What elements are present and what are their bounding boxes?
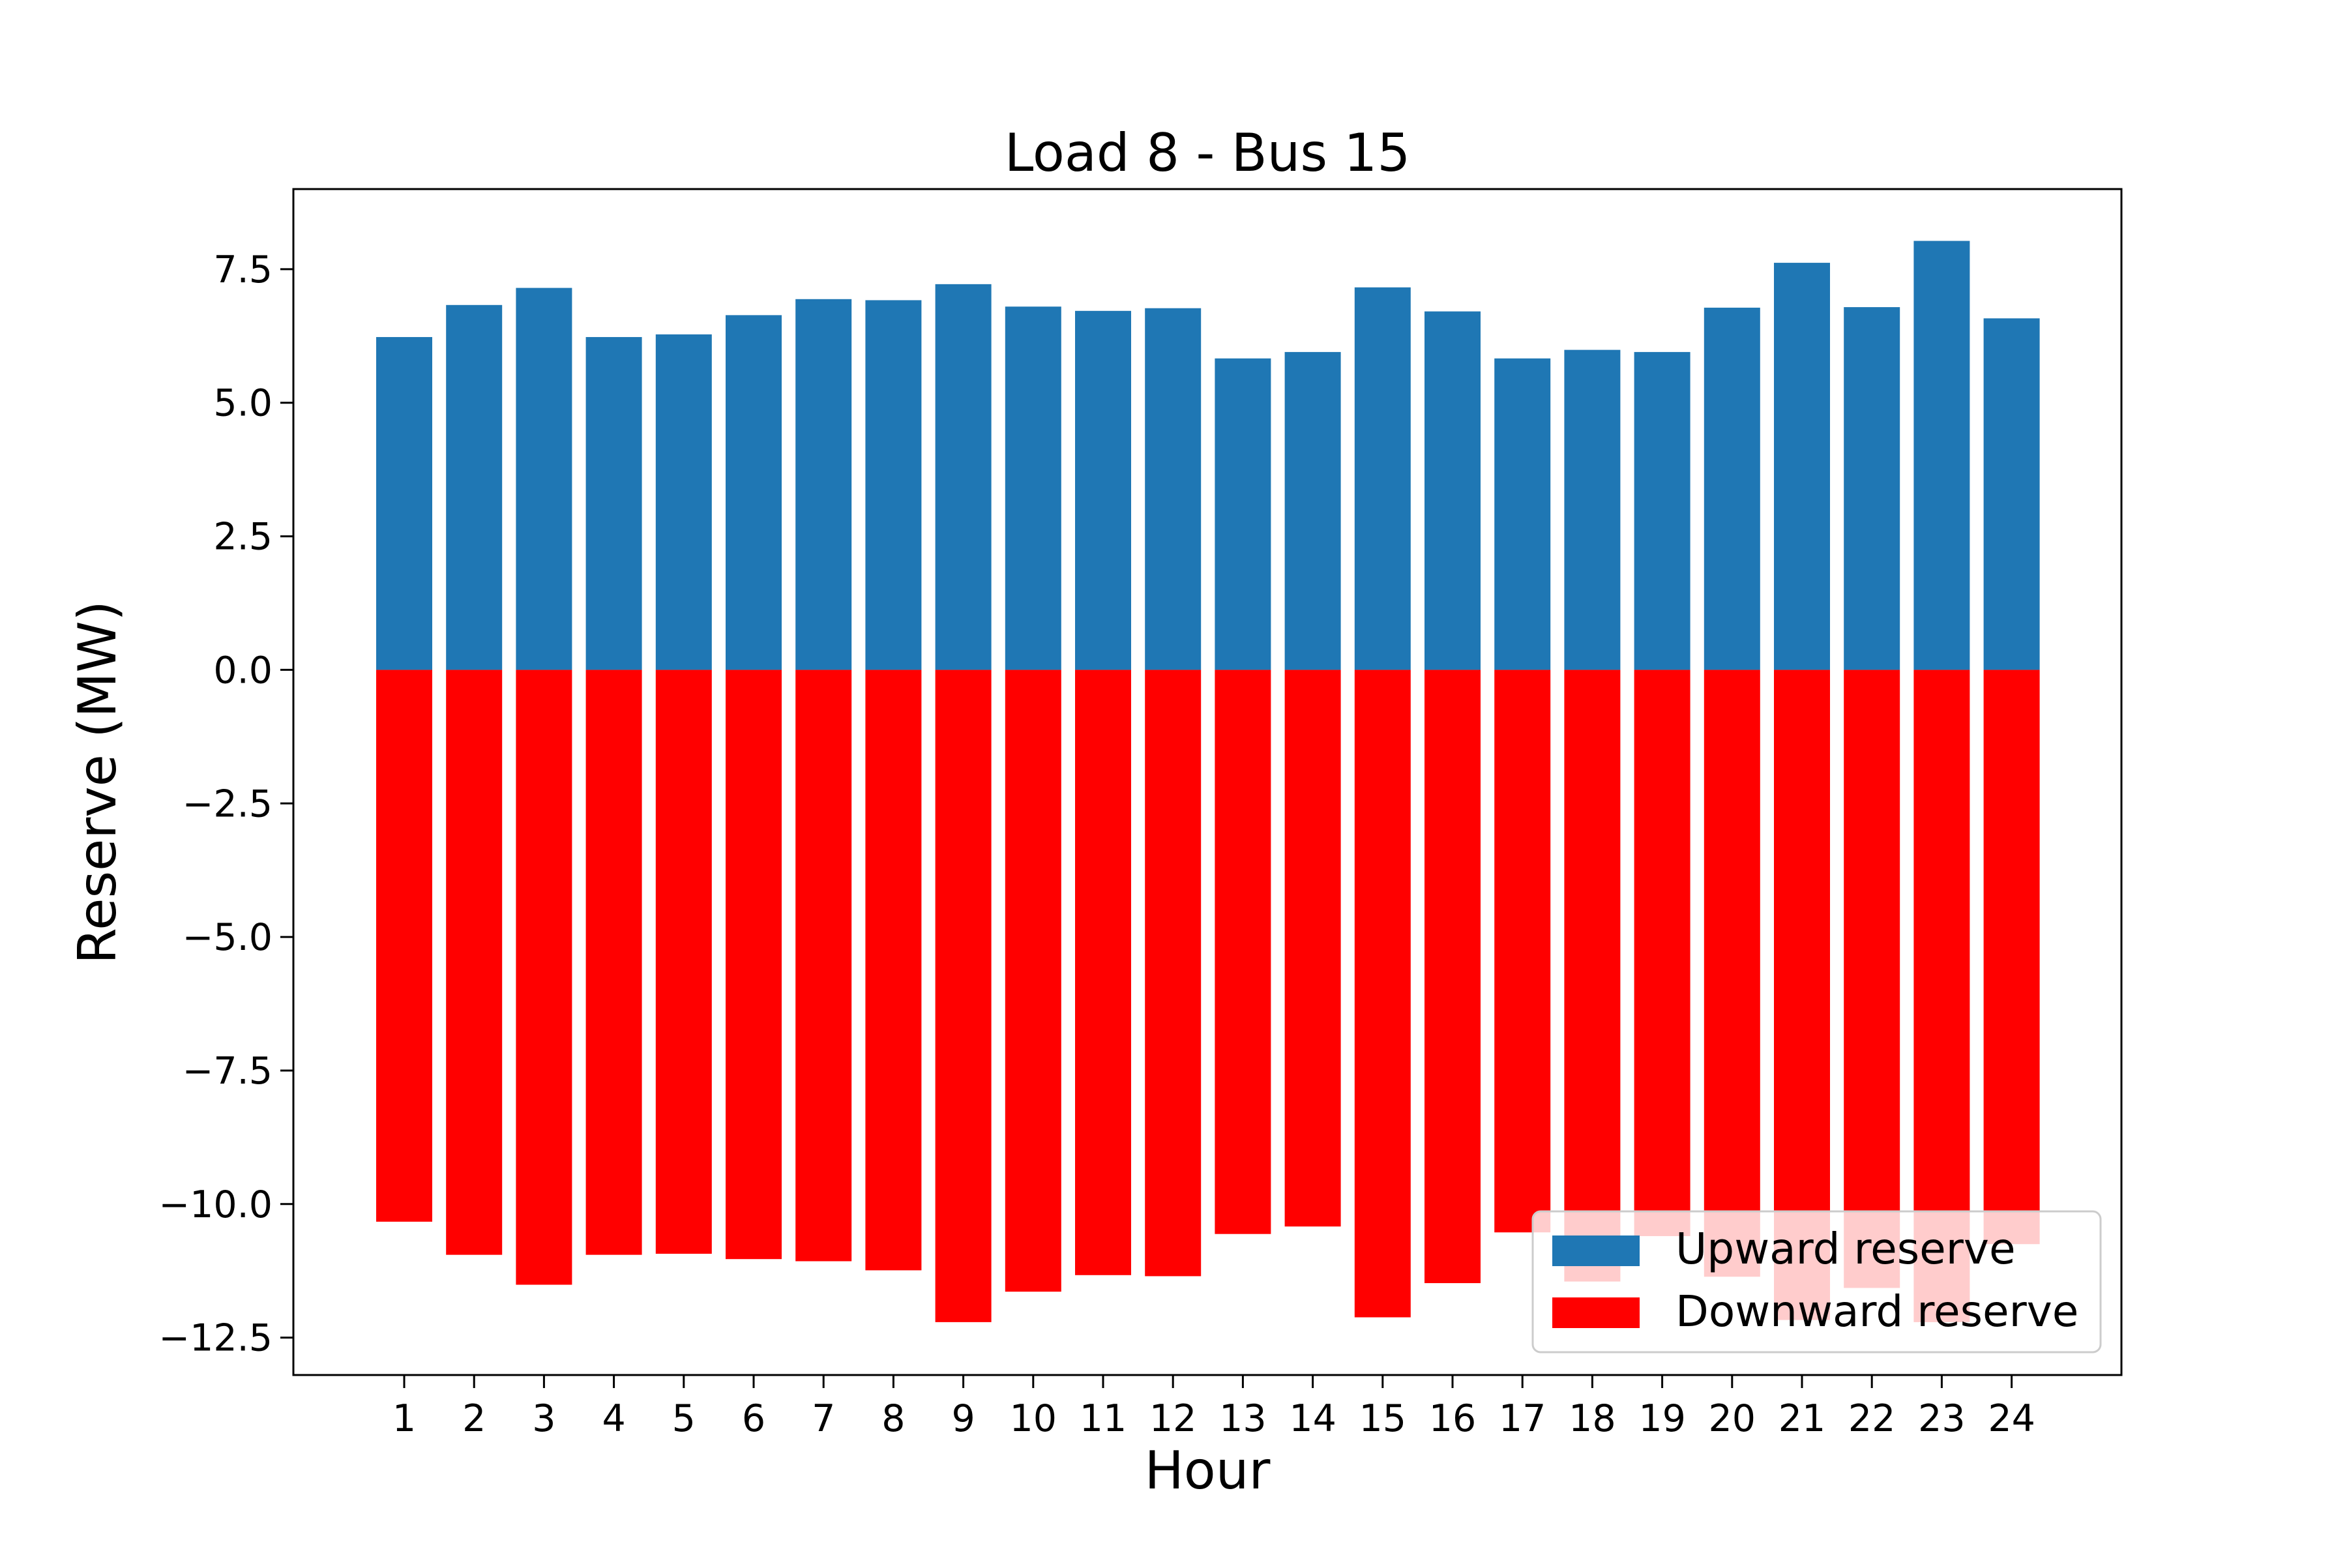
downward-bar-12 <box>1145 670 1202 1277</box>
x-tick-label: 3 <box>532 1397 555 1440</box>
upward-bar-20 <box>1704 307 1760 670</box>
upward-bar-11 <box>1075 310 1131 670</box>
downward-bar-8 <box>865 670 922 1271</box>
downward-bar-6 <box>726 670 782 1260</box>
x-tick-label: 19 <box>1638 1397 1686 1440</box>
y-tick-label: −10.0 <box>158 1183 273 1226</box>
downward-bar-24 <box>1983 670 2040 1245</box>
x-tick-label: 14 <box>1289 1397 1336 1440</box>
x-axis: 1 2 3 4 5 6 7 8 9 10 11 12 13 14 15 16 17 18 19 20 21 22 23 24 <box>392 1375 2035 1440</box>
x-tick-label: 7 <box>812 1397 835 1440</box>
upward-bar-2 <box>446 304 503 670</box>
downward-bar-2 <box>446 670 503 1255</box>
x-tick-label: 8 <box>881 1397 905 1440</box>
upward-bar-4 <box>585 336 642 670</box>
legend-swatch-upward <box>1552 1235 1640 1266</box>
downward-bar-18 <box>1564 670 1621 1282</box>
x-tick-label: 4 <box>602 1397 625 1440</box>
x-tick-label: 1 <box>392 1397 416 1440</box>
upward-bars <box>376 241 2040 670</box>
upward-bar-19 <box>1634 351 1690 670</box>
x-axis-title: Hour <box>1145 1440 1271 1501</box>
upward-bar-18 <box>1564 349 1621 670</box>
upward-bar-5 <box>655 334 712 670</box>
downward-bar-5 <box>655 670 712 1254</box>
legend-label-downward: Downward reserve <box>1675 1286 2078 1337</box>
upward-bar-3 <box>516 288 572 670</box>
y-tick-label: −5.0 <box>183 916 273 959</box>
downward-bar-13 <box>1215 670 1271 1234</box>
upward-bar-9 <box>935 284 992 670</box>
upward-bar-1 <box>376 336 432 670</box>
upward-bar-17 <box>1494 358 1551 670</box>
x-tick-label: 2 <box>462 1397 486 1440</box>
legend-label-upward: Upward reserve <box>1675 1224 2016 1274</box>
x-tick-label: 5 <box>672 1397 696 1440</box>
y-axis-title: Reserve (MW) <box>67 600 128 964</box>
plot-frame <box>292 188 2123 1376</box>
legend-swatch-downward <box>1552 1297 1640 1328</box>
downward-bar-22 <box>1844 670 1900 1288</box>
x-tick-label: 16 <box>1429 1397 1477 1440</box>
y-tick-label: 7.5 <box>213 248 273 291</box>
upward-bar-13 <box>1215 358 1271 670</box>
x-tick-label: 6 <box>742 1397 765 1440</box>
downward-bar-1 <box>376 670 432 1222</box>
downward-bar-17 <box>1494 670 1551 1233</box>
y-tick-label: −7.5 <box>183 1050 273 1093</box>
downward-bar-16 <box>1424 670 1481 1284</box>
x-tick-label: 9 <box>951 1397 975 1440</box>
upward-bar-15 <box>1354 287 1411 670</box>
upward-bar-23 <box>1913 241 1970 670</box>
x-tick-label: 15 <box>1359 1397 1407 1440</box>
downward-bar-15 <box>1354 670 1411 1318</box>
x-tick-label: 22 <box>1848 1397 1896 1440</box>
downward-bar-14 <box>1284 670 1341 1227</box>
x-tick-label: 11 <box>1080 1397 1127 1440</box>
downward-bar-11 <box>1075 670 1131 1275</box>
y-tick-label: −12.5 <box>158 1317 273 1360</box>
downward-bar-19 <box>1634 670 1690 1236</box>
chart-title: Load 8 - Bus 15 <box>1005 123 1410 183</box>
y-tick-label: 2.5 <box>213 516 273 559</box>
x-tick-label: 10 <box>1010 1397 1057 1440</box>
downward-bar-9 <box>935 670 992 1322</box>
x-tick-label: 17 <box>1499 1397 1546 1440</box>
upward-bar-21 <box>1774 263 1830 670</box>
y-tick-label: −2.5 <box>183 782 273 825</box>
upward-bar-14 <box>1284 351 1341 670</box>
upward-bar-8 <box>865 300 922 670</box>
downward-bar-4 <box>585 670 642 1255</box>
upward-bar-24 <box>1983 318 2040 670</box>
downward-bar-3 <box>516 670 572 1285</box>
y-tick-label: 5.0 <box>213 382 273 425</box>
upward-bar-12 <box>1145 308 1202 670</box>
downward-bar-20 <box>1704 670 1760 1277</box>
upward-bar-6 <box>726 315 782 670</box>
x-tick-label: 23 <box>1918 1397 1966 1440</box>
x-tick-label: 20 <box>1709 1397 1756 1440</box>
x-tick-label: 12 <box>1149 1397 1197 1440</box>
upward-bar-10 <box>1005 306 1061 670</box>
legend: Upward reserve Downward reserve <box>1531 1210 2102 1354</box>
x-tick-label: 21 <box>1779 1397 1826 1440</box>
x-tick-label: 24 <box>1988 1397 2035 1440</box>
upward-bar-16 <box>1424 311 1481 670</box>
downward-bar-10 <box>1005 670 1061 1292</box>
upward-bar-22 <box>1844 307 1900 670</box>
x-tick-label: 13 <box>1219 1397 1267 1440</box>
x-tick-label: 18 <box>1569 1397 1616 1440</box>
downward-bar-7 <box>795 670 852 1262</box>
y-tick-label: 0.0 <box>213 649 273 692</box>
y-axis: 7.5 5.0 2.5 0.0 −2.5 −5.0 −7.5 −10.0 −12.5 <box>158 248 293 1360</box>
upward-bar-7 <box>795 299 852 670</box>
legend-box <box>1531 1210 2102 1354</box>
